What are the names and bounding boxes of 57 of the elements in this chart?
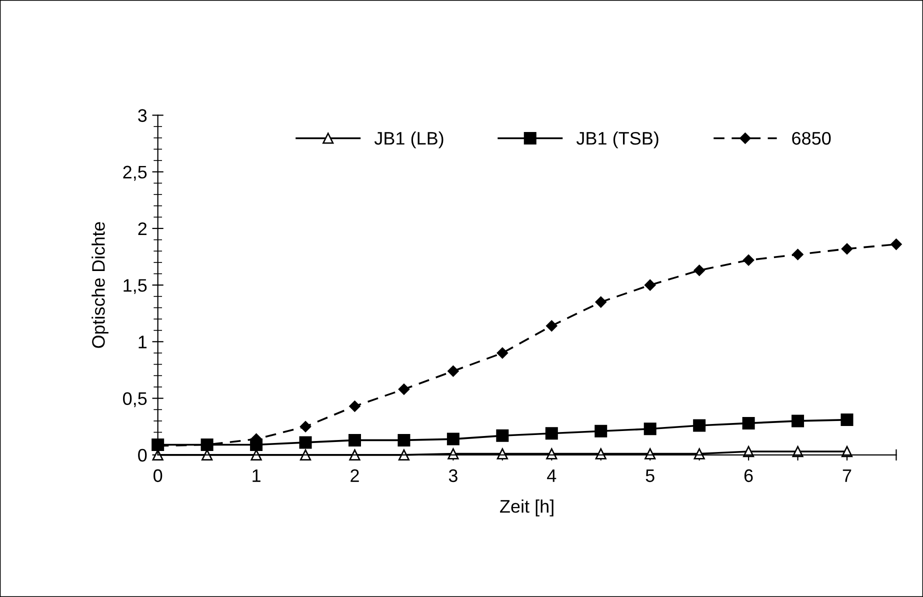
point (840, 414, 854, 426)
point (644, 422, 656, 436)
legend-label: 6850 (792, 132, 831, 145)
point (496, 429, 509, 442)
point (594, 424, 608, 438)
point (694, 264, 705, 276)
point (398, 434, 410, 446)
point (742, 446, 754, 458)
point (448, 448, 459, 460)
point (595, 296, 606, 308)
legend-label: JB1 (LB) (374, 131, 444, 148)
y-tick-label: 1,5 (124, 279, 147, 294)
point (446, 432, 460, 446)
y-tick-label: 3 (138, 109, 147, 122)
point (496, 347, 508, 359)
point (349, 400, 360, 412)
point (792, 414, 804, 428)
point (448, 366, 459, 377)
point (742, 416, 755, 430)
x-tick-label: 7 (842, 469, 852, 482)
y-tick-label: 2 (138, 222, 147, 235)
point (545, 427, 558, 440)
point (300, 421, 312, 432)
point (841, 243, 853, 254)
x-tick-label: 5 (646, 469, 654, 482)
x-tick-label: 3 (448, 469, 458, 482)
point (398, 384, 410, 395)
x-tick-label: 1 (252, 469, 260, 482)
y-tick-label: 0,5 (123, 392, 147, 408)
point (349, 449, 360, 460)
point (644, 279, 656, 291)
y-axis-title: Optische Dichte (92, 222, 108, 348)
point (694, 448, 705, 460)
point (398, 449, 410, 460)
y-tick-label: 0 (138, 448, 147, 462)
x-axis-title: Zeit [h] (500, 500, 554, 516)
y-tick-label: 2,5 (123, 166, 147, 181)
point (595, 448, 606, 460)
point (644, 448, 656, 460)
point (693, 419, 706, 432)
point (792, 446, 804, 458)
x-tick-label: 4 (547, 469, 556, 482)
point (300, 449, 312, 460)
point (742, 254, 754, 266)
point (299, 436, 312, 449)
x-tick-label: 2 (350, 469, 359, 482)
y-tick-label: 1 (138, 336, 147, 348)
x-tick-label: 6 (744, 469, 753, 482)
point (890, 238, 902, 250)
point (546, 320, 558, 332)
legend-label: JB1 (TSB) (576, 131, 658, 148)
point (841, 446, 853, 458)
point (792, 248, 804, 260)
point (546, 448, 558, 460)
point (496, 448, 508, 460)
point (348, 434, 361, 446)
x-tick-label: 0 (154, 469, 162, 482)
